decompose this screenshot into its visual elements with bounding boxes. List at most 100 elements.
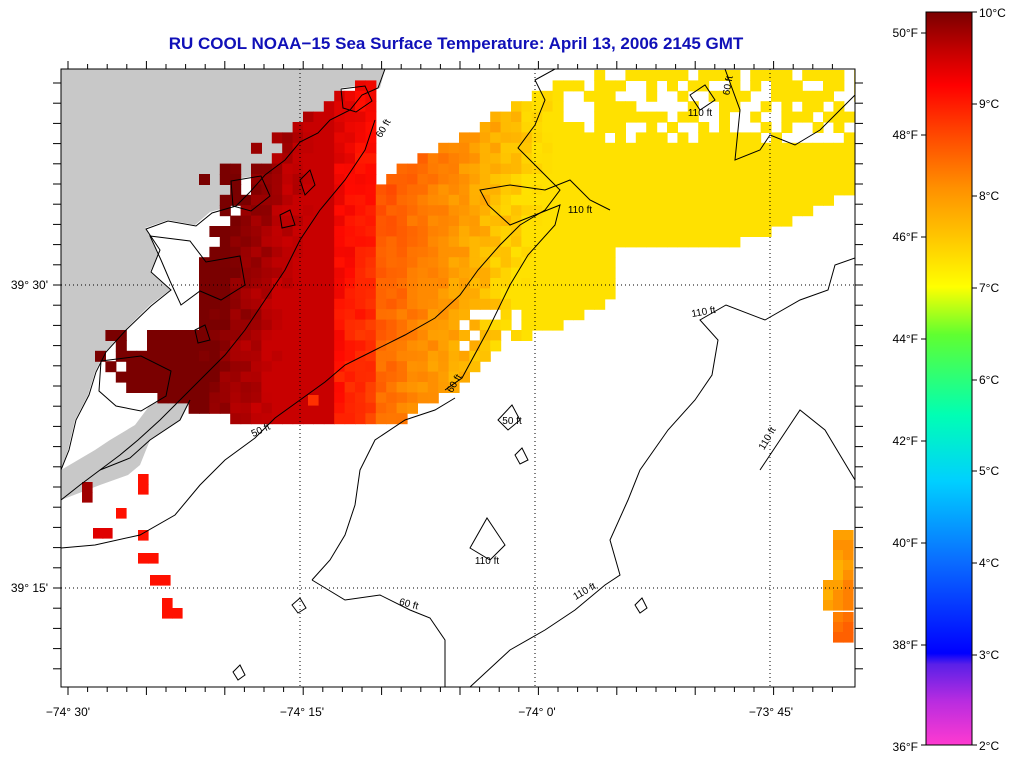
sst-cell bbox=[594, 278, 606, 289]
sst-cell bbox=[334, 267, 346, 279]
sst-cell bbox=[219, 392, 231, 404]
sst-cell bbox=[438, 298, 450, 310]
sst-cell bbox=[396, 382, 408, 393]
sst-cell bbox=[199, 340, 210, 352]
sst-cell bbox=[313, 330, 325, 341]
sst-cell bbox=[188, 402, 200, 414]
sst-cell bbox=[126, 382, 138, 393]
sst-cell bbox=[313, 278, 325, 289]
sst-cell bbox=[334, 205, 346, 217]
sst-cell bbox=[739, 205, 751, 217]
sst-cell bbox=[355, 330, 366, 341]
sst-cell bbox=[251, 226, 262, 237]
sst-cell bbox=[344, 205, 356, 217]
sst-cell bbox=[687, 153, 699, 165]
sst-cell bbox=[677, 205, 689, 217]
sst-cell bbox=[469, 257, 481, 269]
sst-cell bbox=[542, 153, 554, 165]
sst-cell bbox=[719, 215, 730, 227]
sst-cell bbox=[459, 174, 470, 185]
sst-cell bbox=[271, 402, 283, 414]
sst-cell bbox=[313, 236, 325, 248]
sst-cell bbox=[355, 278, 366, 289]
colorbar bbox=[925, 11, 973, 746]
sst-cell bbox=[719, 142, 730, 154]
sst-cell bbox=[344, 174, 356, 185]
sst-cell bbox=[427, 309, 439, 321]
sst-cell bbox=[563, 215, 574, 227]
sst-cell bbox=[240, 319, 252, 331]
sst-cell bbox=[667, 184, 678, 196]
sst-cell bbox=[344, 111, 356, 123]
sst-cell bbox=[552, 278, 564, 289]
sst-cell bbox=[188, 382, 200, 393]
sst-cell bbox=[511, 215, 522, 227]
sst-cell bbox=[365, 205, 377, 217]
sst-cell bbox=[230, 194, 242, 206]
sst-cell bbox=[355, 215, 366, 227]
sst-cell bbox=[355, 413, 366, 425]
sst-cell bbox=[365, 350, 377, 362]
sst-cell bbox=[823, 163, 834, 175]
sst-cell bbox=[282, 340, 294, 352]
sst-cell bbox=[552, 111, 564, 123]
sst-cell bbox=[490, 132, 502, 144]
sst-cell bbox=[344, 309, 356, 321]
sst-cell bbox=[407, 174, 418, 185]
sst-cell bbox=[500, 236, 512, 248]
sst-cell bbox=[521, 111, 533, 123]
sst-cell bbox=[500, 298, 512, 310]
sst-cell bbox=[583, 184, 595, 196]
sst-cell bbox=[271, 371, 283, 383]
sst-cell bbox=[646, 215, 658, 227]
sst-cell bbox=[698, 70, 710, 81]
sst-cell bbox=[552, 174, 564, 185]
sst-cell bbox=[552, 298, 564, 310]
sst-cell bbox=[334, 298, 346, 310]
sst-cell bbox=[240, 246, 252, 258]
sst-cell bbox=[781, 205, 793, 217]
sst-cell bbox=[739, 226, 751, 237]
sst-cell bbox=[427, 246, 439, 258]
sst-cell bbox=[521, 101, 533, 113]
sst-cell bbox=[375, 298, 387, 310]
sst-cell bbox=[739, 184, 751, 196]
sst-cell bbox=[126, 350, 138, 362]
sst-cell bbox=[427, 350, 439, 362]
sst-cell bbox=[656, 142, 668, 154]
sst-cell bbox=[490, 288, 502, 300]
sst-cell bbox=[500, 278, 512, 289]
sst-cell bbox=[427, 257, 439, 269]
sst-cell bbox=[292, 215, 304, 227]
sst-cell bbox=[542, 122, 554, 133]
sst-cell bbox=[427, 174, 439, 185]
sst-cell bbox=[407, 309, 418, 321]
sst-cell bbox=[625, 205, 637, 217]
sst-cell bbox=[407, 194, 418, 206]
sst-cell bbox=[490, 257, 502, 269]
sst-cell bbox=[656, 174, 668, 185]
sst-cell bbox=[282, 236, 294, 248]
sst-cell bbox=[313, 215, 325, 227]
sst-cell bbox=[604, 163, 616, 175]
sst-cell bbox=[313, 226, 325, 237]
sst-cell bbox=[677, 142, 689, 154]
sst-cell bbox=[479, 226, 491, 237]
sst-cell bbox=[396, 350, 408, 362]
sst-cell bbox=[521, 319, 533, 331]
sst-cell bbox=[93, 528, 104, 539]
sst-cell bbox=[386, 246, 398, 258]
sst-cell bbox=[344, 257, 356, 269]
sst-cell bbox=[573, 236, 585, 248]
sst-cell bbox=[843, 600, 854, 611]
sst-cell bbox=[427, 340, 439, 352]
sst-cell bbox=[292, 402, 304, 414]
sst-cell bbox=[438, 257, 450, 269]
sst-cell bbox=[271, 132, 283, 144]
sst-cell bbox=[396, 257, 408, 269]
sst-cell bbox=[771, 153, 782, 165]
sst-cell bbox=[271, 382, 283, 393]
sst-cell bbox=[219, 267, 231, 279]
sst-cell bbox=[812, 122, 824, 133]
